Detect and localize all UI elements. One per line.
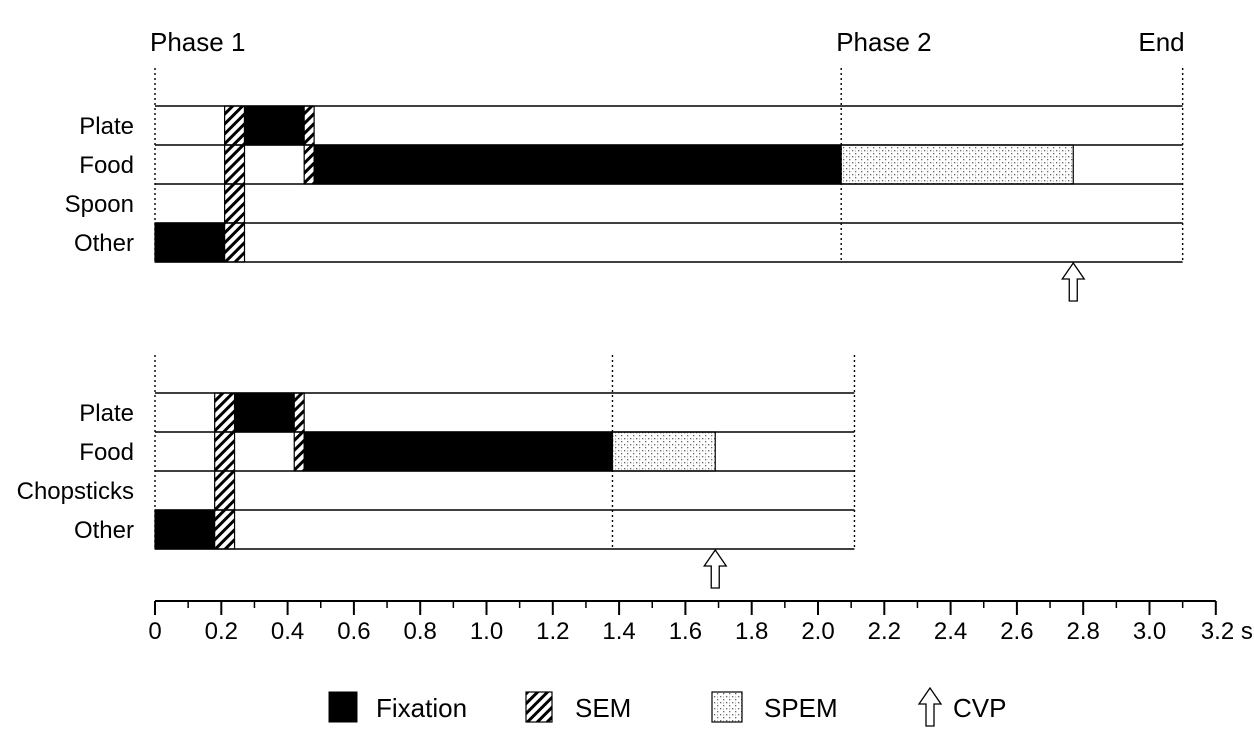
spem-swatch <box>711 691 743 723</box>
fixation-segment <box>303 431 614 472</box>
x-tick-label: 0.4 <box>271 618 304 645</box>
phase-label: Phase 2 <box>836 27 931 57</box>
legend-label: Fixation <box>376 693 467 723</box>
cvp-arrow-icon <box>1061 261 1086 302</box>
fixation-segment <box>154 509 216 550</box>
sem-segment <box>214 431 236 472</box>
x-tick-label: 1.4 <box>602 618 635 645</box>
legend-label: SPEM <box>764 693 838 723</box>
fixation-segment <box>243 105 305 146</box>
x-tick-label: 2.4 <box>934 618 967 645</box>
x-axis: 0 0.2 0.4 0.6 0.8 1.0 1.2 1.4 1.6 1.8 2.0 2.2 2.4 2.6… <box>148 600 1253 645</box>
x-tick-label: 2.2 <box>868 618 901 645</box>
x-tick-label: 2.0 <box>801 618 834 645</box>
legend: Fixation SEM SPEM CVP <box>328 686 1006 727</box>
timeline-panel-1: Plate Food Spoon Other Phase 1 Phase 2 End <box>65 27 1185 302</box>
sem-segment <box>303 105 315 146</box>
cvp-arrow-icon <box>702 548 728 589</box>
spem-segment <box>611 431 716 472</box>
fixation-segment <box>233 392 295 433</box>
sem-segment <box>293 392 305 433</box>
x-tick-label: 3.0 <box>1133 618 1166 645</box>
x-tick-label: 0 <box>148 618 161 645</box>
sem-segment <box>224 105 246 146</box>
phase-label: Phase 1 <box>150 27 245 57</box>
sem-segment <box>224 222 246 263</box>
sem-segment <box>224 183 246 224</box>
x-tick-label: 1.8 <box>735 618 768 645</box>
row-label: Plate <box>79 400 134 427</box>
sem-segment <box>214 392 236 433</box>
fixation-swatch <box>328 691 358 723</box>
x-tick-label: 3.2 s <box>1201 618 1253 645</box>
cvp-arrow-icon <box>917 686 943 727</box>
row-label: Chopsticks <box>17 478 134 505</box>
fixation-segment <box>154 222 226 263</box>
fixation-segment <box>313 144 842 185</box>
sem-swatch <box>525 691 553 723</box>
phase-label: End <box>1138 27 1184 57</box>
x-tick-label: 0.6 <box>337 618 370 645</box>
sem-segment <box>214 509 236 550</box>
row-label: Food <box>79 439 134 466</box>
row-label: Other <box>74 230 134 257</box>
sem-segment <box>303 144 315 185</box>
x-tick-label: 0.2 <box>205 618 238 645</box>
row-label: Spoon <box>65 191 134 218</box>
row-label: Plate <box>79 113 134 140</box>
x-tick-label: 2.8 <box>1067 618 1100 645</box>
sem-segment <box>293 431 305 472</box>
sem-segment <box>214 470 236 511</box>
spem-segment <box>840 144 1074 185</box>
x-tick-label: 1.6 <box>669 618 702 645</box>
x-tick-label: 1.0 <box>470 618 503 645</box>
x-tick-label: 1.2 <box>536 618 569 645</box>
legend-label: SEM <box>575 693 631 723</box>
x-tick-label: 0.8 <box>404 618 437 645</box>
timeline-panel-2: Plate Food Chopsticks Other <box>17 355 856 589</box>
sem-segment <box>224 144 246 185</box>
x-tick-label: 2.6 <box>1000 618 1033 645</box>
row-label: Food <box>79 152 134 179</box>
legend-label: CVP <box>953 693 1006 723</box>
row-label: Other <box>74 517 134 544</box>
